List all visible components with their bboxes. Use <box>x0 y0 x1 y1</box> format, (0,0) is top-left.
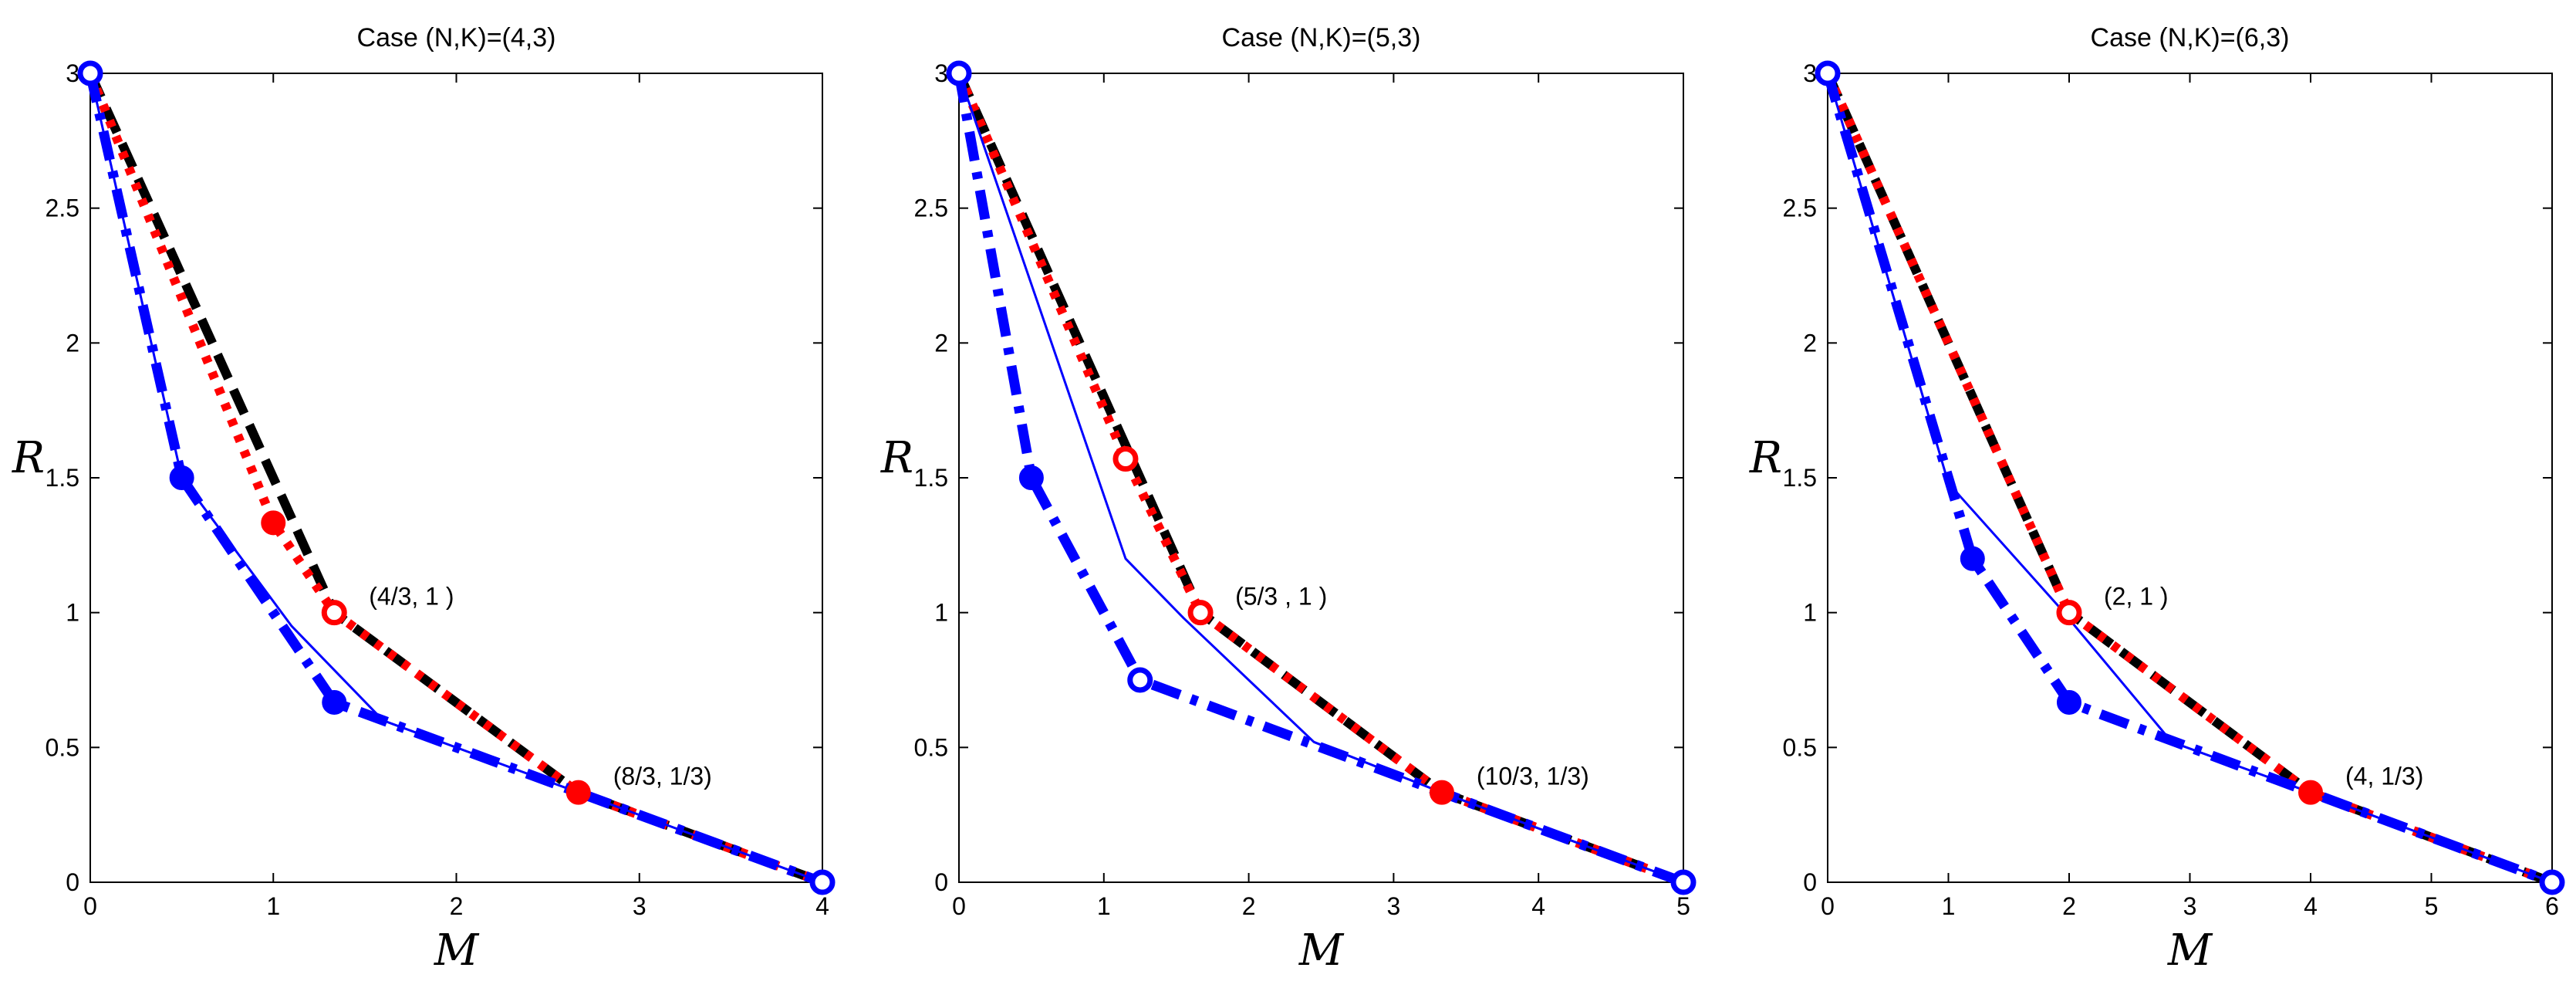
data-point-open <box>1815 60 1841 86</box>
data-point-open <box>77 60 103 86</box>
x-tick-label: 2 <box>2062 892 2076 920</box>
data-point-open <box>2056 600 2082 626</box>
series-line-blue-thin-solid <box>1826 72 2554 884</box>
y-axis-label: R <box>880 433 913 483</box>
data-point-open <box>946 60 972 86</box>
x-tick-label: 2 <box>450 892 464 920</box>
y-tick-label: 2.5 <box>46 195 79 222</box>
data-point-filled <box>2298 780 2323 805</box>
chart-panel-3: Case (N,K)=(6,3) 0 1 2 3 4 5 6 0 0.5 1 1.5 2 2.5 3 M R (2… <box>1749 23 2565 976</box>
series-line-blue-dashdot <box>85 72 825 888</box>
data-point-filled <box>322 689 347 715</box>
series-line-red-dotted <box>86 71 825 887</box>
y-tick-label: 0 <box>66 868 79 896</box>
x-tick-label: 1 <box>1942 892 1956 920</box>
plot-area <box>958 73 1684 883</box>
series-line-blue-thin-solid <box>89 72 824 884</box>
x-tick-label: 1 <box>1097 892 1111 920</box>
data-point-open <box>321 600 347 626</box>
x-tick-label: 0 <box>83 892 97 920</box>
y-axis-label: R <box>1749 433 1782 483</box>
plot-area <box>89 73 823 883</box>
y-tick-label: 1.5 <box>1783 464 1817 492</box>
y-tick-label: 3 <box>934 59 948 87</box>
x-tick-label: 6 <box>2545 892 2559 920</box>
series-line-blue-thin-solid <box>957 72 1685 884</box>
y-axis-label: R <box>12 433 45 483</box>
data-point-filled <box>1429 780 1454 805</box>
data-point-filled <box>261 510 286 536</box>
plot-area <box>1827 73 2553 883</box>
data-point-filled <box>169 465 194 490</box>
chart-title: Case (N,K)=(6,3) <box>2091 23 2290 52</box>
point-annotation: (4/3, 1 ) <box>369 583 454 611</box>
point-annotation: (8/3, 1/3) <box>613 763 712 790</box>
x-tick-label: 3 <box>633 892 647 920</box>
x-tick-label: 0 <box>1821 892 1835 920</box>
x-tick-label: 4 <box>1531 892 1545 920</box>
y-tick-label: 2 <box>66 329 79 357</box>
data-point-open <box>1187 600 1214 626</box>
x-tick-label: 3 <box>2183 892 2197 920</box>
y-tick-label: 3 <box>66 59 79 87</box>
point-annotation: (10/3, 1/3) <box>1477 763 1589 790</box>
x-axis-label: M <box>1298 925 1345 976</box>
y-tick-label: 0.5 <box>914 733 948 761</box>
chart-panel-2: Case (N,K)=(5,3) 0 1 2 3 4 5 0 0.5 1 1.5 2 2.5 3 M R (5/… <box>880 23 1697 976</box>
x-tick-label: 5 <box>1676 892 1690 920</box>
x-axis-label: M <box>434 925 480 976</box>
data-point-open <box>1670 869 1697 895</box>
y-tick-label: 0 <box>1803 868 1817 896</box>
x-tick-label: 4 <box>2304 892 2318 920</box>
data-point-filled <box>2057 689 2081 715</box>
x-tick-label: 3 <box>1387 892 1401 920</box>
data-point-filled <box>566 780 591 805</box>
y-tick-label: 3 <box>1803 59 1817 87</box>
data-point-open <box>1127 667 1153 693</box>
x-tick-label: 1 <box>266 892 280 920</box>
x-tick-label: 5 <box>2425 892 2439 920</box>
data-point-open <box>1112 446 1139 472</box>
y-tick-label: 1 <box>66 599 79 627</box>
y-tick-label: 2 <box>1803 329 1817 357</box>
x-tick-label: 2 <box>1242 892 1256 920</box>
y-tick-label: 1.5 <box>914 464 948 492</box>
point-annotation: (2, 1 ) <box>2104 583 2169 611</box>
y-tick-label: 0.5 <box>1783 733 1817 761</box>
chart-title: Case (N,K)=(5,3) <box>1222 23 1421 52</box>
chart-panel-1: Case (N,K)=(4,3) 0 1 2 3 4 0 0.5 1 1.5 2 2.5 3 M R (4/3… <box>12 23 836 976</box>
x-tick-label: 0 <box>952 892 966 920</box>
point-annotation: (5/3 , 1 ) <box>1235 583 1327 611</box>
chart-title: Case (N,K)=(4,3) <box>357 23 556 52</box>
y-tick-label: 2 <box>934 329 948 357</box>
data-point-filled <box>1018 465 1044 490</box>
y-tick-label: 1 <box>934 599 948 627</box>
x-axis-label: M <box>2167 925 2213 976</box>
y-tick-label: 2.5 <box>1783 195 1817 222</box>
x-tick-label: 4 <box>815 892 829 920</box>
point-annotation: (4, 1/3) <box>2345 763 2423 790</box>
data-point-filled <box>1960 546 1985 571</box>
y-tick-label: 2.5 <box>914 195 948 222</box>
y-tick-label: 0.5 <box>46 733 79 761</box>
data-point-open <box>2539 869 2565 895</box>
data-point-open <box>809 869 836 895</box>
y-tick-label: 0 <box>934 868 948 896</box>
y-tick-label: 1 <box>1803 599 1817 627</box>
y-tick-label: 1.5 <box>46 464 79 492</box>
